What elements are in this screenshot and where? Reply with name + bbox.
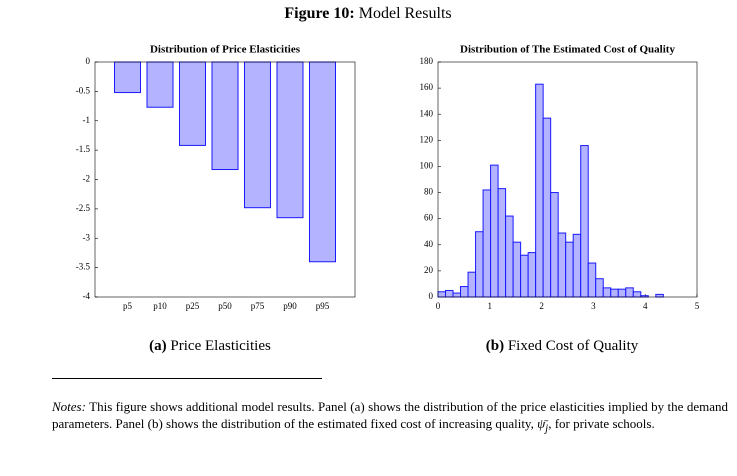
- bar: [309, 61, 336, 263]
- histogram-bar: [625, 287, 634, 298]
- histogram-bar: [437, 291, 447, 298]
- y-tick-label: 160: [420, 82, 434, 92]
- histogram-bar: [557, 232, 567, 298]
- x-tick-label: p25: [186, 301, 200, 311]
- histogram-bar: [587, 262, 597, 298]
- histogram-bar: [580, 145, 589, 298]
- x-tick-label: 4: [643, 301, 648, 311]
- histogram-bar: [512, 241, 522, 298]
- y-tick-label: 80: [424, 187, 434, 197]
- histogram-bar: [550, 192, 559, 298]
- y-tick-label: -3: [83, 232, 91, 242]
- y-tick-label: 0: [429, 291, 434, 301]
- caption-text: Fixed Cost of Quality: [508, 338, 639, 354]
- subscript: j: [545, 422, 549, 435]
- x-tick-label: 1: [488, 301, 493, 311]
- histogram-bar: [632, 291, 642, 298]
- histogram-bar: [475, 231, 484, 298]
- y-tick-label: -4: [83, 291, 91, 301]
- notes: Notes: This figure shows additional mode…: [52, 398, 728, 438]
- caption-a: (a) Price Elasticities: [149, 338, 271, 354]
- figure-label: Figure 10:: [284, 5, 354, 22]
- y-tick-label: 40: [424, 239, 434, 249]
- x-tick-label: p75: [251, 301, 265, 311]
- histogram-bar: [595, 278, 604, 298]
- x-tick-label: 3: [591, 301, 596, 311]
- symbol: ψ̄: [537, 416, 546, 431]
- y-tick-label: 180: [420, 56, 434, 66]
- y-tick-label: -0.5: [76, 85, 91, 95]
- notes-text: This figure shows additional model resul…: [52, 399, 728, 431]
- x-tick-label: p5: [123, 301, 133, 311]
- bar: [276, 61, 304, 219]
- histogram-bar: [610, 288, 619, 298]
- y-tick-label: 100: [420, 161, 434, 171]
- histogram-bar: [535, 83, 544, 298]
- x-tick-label: 0: [436, 301, 441, 311]
- footnote-rule: [52, 378, 322, 379]
- histogram-bar: [565, 241, 574, 298]
- notes-text: , for private schools.: [548, 416, 655, 431]
- y-tick-label: -3.5: [76, 262, 91, 272]
- histogram-bar: [452, 292, 462, 298]
- x-tick-label: p95: [316, 301, 330, 311]
- histogram-bar: [542, 117, 552, 298]
- histogram-bar: [497, 188, 507, 298]
- histogram-bar: [602, 287, 612, 298]
- bar: [146, 61, 174, 108]
- histogram-bar: [460, 286, 469, 298]
- y-tick-label: 20: [424, 265, 434, 275]
- figure-title: Figure 10: Model Results: [284, 5, 451, 22]
- chart-title: Distribution of The Estimated Cost of Qu…: [460, 44, 675, 56]
- y-tick-label: -1: [83, 115, 91, 125]
- notes-label: Notes:: [52, 399, 86, 414]
- histogram-bar: [520, 254, 529, 298]
- bar: [244, 61, 271, 209]
- caption-b: (b) Fixed Cost of Quality: [486, 338, 639, 354]
- x-tick-label: p50: [218, 301, 232, 311]
- histogram-bar: [572, 233, 582, 298]
- histogram-bar: [505, 215, 514, 298]
- y-tick-label: 0: [86, 56, 91, 66]
- notes-symbol: ψ̄j: [537, 416, 548, 435]
- y-tick-label: 60: [424, 213, 434, 223]
- caption-text: Price Elasticities: [170, 338, 271, 354]
- y-tick-label: 120: [420, 134, 434, 144]
- x-tick-label: 2: [539, 301, 544, 311]
- caption-label: (b): [486, 338, 504, 354]
- y-tick-label: -1.5: [76, 144, 91, 154]
- x-tick-label: p10: [153, 301, 167, 311]
- bar: [114, 61, 141, 94]
- bar: [179, 61, 206, 146]
- histogram-bar: [445, 289, 454, 298]
- chart-title: Distribution of Price Elasticities: [150, 44, 301, 56]
- y-tick-label: -2: [83, 174, 91, 184]
- histogram-bar: [482, 189, 492, 298]
- plot-frame: [437, 61, 698, 298]
- figure-name: Model Results: [359, 5, 452, 22]
- figure: Figure 10: Model Results (a) Price Elast…: [76, 5, 700, 355]
- plot-frame: [94, 61, 356, 298]
- y-tick-label: -2.5: [76, 203, 91, 213]
- histogram-bar: [655, 293, 664, 298]
- histogram-bar: [467, 271, 477, 298]
- x-tick-label: p90: [283, 301, 297, 311]
- histogram-bar: [617, 288, 627, 298]
- histogram-bar: [527, 252, 537, 298]
- y-tick-label: 140: [420, 108, 434, 118]
- x-tick-label: 5: [695, 301, 700, 311]
- histogram-bar: [490, 164, 499, 298]
- caption-label: (a): [149, 338, 167, 354]
- bar: [211, 61, 239, 171]
